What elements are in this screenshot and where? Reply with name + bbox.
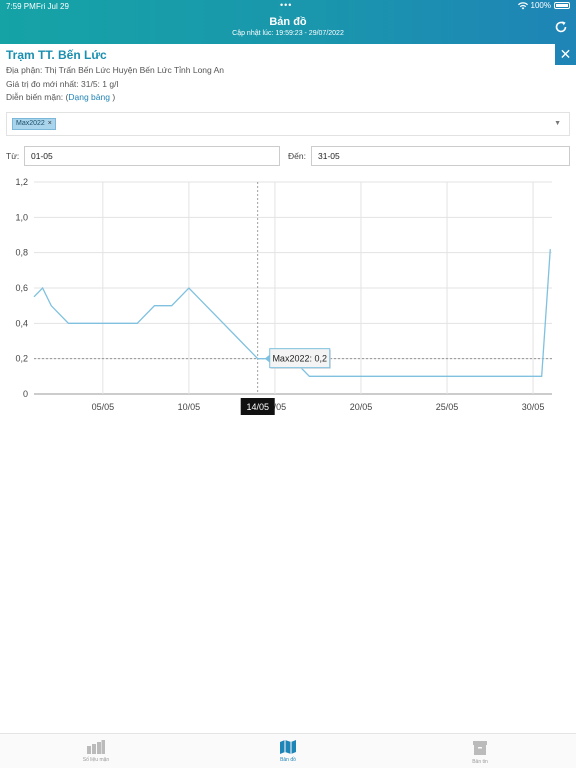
y-tick-label: 0,6 [15, 283, 28, 293]
to-date-field[interactable]: 31-05 [311, 146, 570, 166]
tab-news[interactable]: Bản tin [430, 740, 530, 765]
x-tick-label: 30/05 [522, 402, 545, 412]
page-title: Bản đồ [269, 16, 307, 28]
news-box-icon [473, 741, 487, 755]
multitask-dots-icon: ••• [280, 0, 293, 10]
tab-label: Bản đồ [280, 757, 296, 763]
status-date: Fri Jul 29 [36, 2, 69, 11]
from-date-field[interactable]: 01-05 [24, 146, 280, 166]
wifi-icon [517, 1, 528, 9]
status-time: 7:59 PM [6, 2, 36, 11]
battery-icon [554, 2, 570, 9]
to-label: Đến: [288, 151, 306, 161]
y-tick-label: 0,4 [15, 318, 28, 328]
top-bar: 7:59 PM Fri Jul 29 ••• 100% Bản đồ Cập n… [0, 0, 576, 44]
tooltip-arrow [264, 354, 270, 363]
x-tick-label: 05/05 [92, 402, 115, 412]
bar-chart-icon [87, 740, 105, 754]
salinity-trend-label: Diễn biến mặn: ( [6, 92, 69, 102]
from-label: Từ: [6, 151, 20, 161]
x-tick-label: 25/05 [436, 402, 459, 412]
update-time: Cập nhật lúc: 19:59:23 - 29/07/2022 [232, 30, 344, 37]
y-tick-label: 0,8 [15, 248, 28, 258]
series-tag: Max2022 × [12, 118, 56, 130]
chevron-down-icon[interactable]: ▼ [554, 120, 561, 127]
series-select[interactable]: Max2022 × ▼ [6, 112, 570, 136]
tab-label: Bản tin [472, 759, 488, 765]
tooltip-text: Max2022: 0,2 [272, 354, 327, 364]
close-button[interactable]: ✕ [555, 44, 576, 65]
status-right: 100% [517, 1, 570, 10]
salinity-trend: Diễn biến mặn: (Dạng bảng ) [6, 92, 115, 102]
refresh-icon[interactable] [554, 20, 568, 34]
station-name: Trạm TT. Bến Lức [6, 48, 107, 62]
x-tick-label: 10/05 [178, 402, 201, 412]
x-tick-label: 20/05 [350, 402, 373, 412]
series-tag-label: Max2022 [16, 120, 45, 127]
y-tick-label: 1,2 [15, 177, 28, 187]
battery-percent: 100% [530, 1, 551, 10]
y-tick-label: 0,2 [15, 354, 28, 364]
crosshair-x-label-box [240, 398, 275, 415]
salinity-trend-suffix: ) [109, 92, 116, 102]
tab-salinity-data[interactable]: Số liệu mặn [46, 740, 146, 763]
remove-tag-icon[interactable]: × [47, 120, 52, 127]
tab-label: Số liệu mặn [82, 757, 110, 763]
station-location: Địa phận: Thị Trấn Bến Lức Huyện Bến Lức… [6, 65, 225, 75]
map-icon [280, 740, 296, 754]
x-tick-label: 15/05 [264, 402, 287, 412]
crosshair-x-label: 14/05 [246, 402, 269, 412]
tab-map[interactable]: Bản đồ [238, 740, 338, 763]
table-view-link[interactable]: Dạng bảng [68, 92, 110, 102]
y-tick-label: 1,0 [15, 212, 28, 222]
tab-bar: Số liệu mặn Bản đồ Bản tin [0, 733, 576, 768]
salinity-chart[interactable]: 0 0,2 0,4 0,6 0,8 1,0 1,2 05/05 10/05 15/05 20/05 2… [0, 176, 576, 416]
y-tick-label: 0 [23, 389, 28, 399]
latest-value: Giá trị đo mới nhất: 31/5: 1 g/l [6, 79, 119, 89]
